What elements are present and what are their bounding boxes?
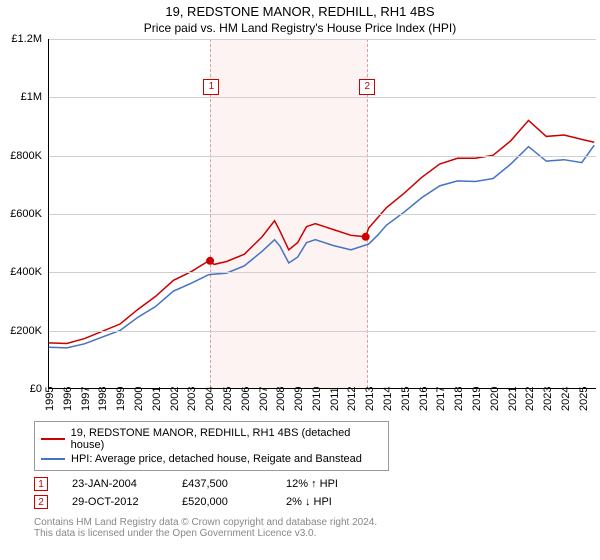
page-title: 19, REDSTONE MANOR, REDHILL, RH1 4BS [0, 0, 600, 19]
legend-label: HPI: Average price, detached house, Reig… [71, 453, 362, 465]
x-tick-label: 2006 [240, 387, 252, 411]
annotation-price: £520,000 [182, 496, 262, 508]
x-tick-label: 2011 [329, 387, 341, 411]
x-tick-label: 2001 [151, 387, 163, 411]
numbered-marker: 2 [359, 79, 375, 95]
legend-swatch [41, 458, 65, 460]
y-tick-label: £600K [10, 208, 42, 220]
x-tick-label: 2004 [204, 387, 216, 411]
x-tick-label: 2000 [133, 387, 145, 411]
annotation-marker: 1 [34, 477, 48, 491]
numbered-marker: 1 [203, 79, 219, 95]
gridline [49, 156, 596, 157]
x-tick-label: 2025 [578, 387, 590, 411]
annotation-marker: 2 [34, 495, 48, 509]
y-tick-label: £0 [30, 383, 42, 395]
x-tick-label: 2015 [400, 387, 412, 411]
gridline [49, 272, 596, 273]
x-tick-label: 2023 [542, 387, 554, 411]
x-tick-label: 2002 [169, 387, 181, 411]
y-tick-label: £200K [10, 325, 42, 337]
page-subtitle: Price paid vs. HM Land Registry's House … [0, 19, 600, 39]
x-tick-label: 2007 [258, 387, 270, 411]
x-tick-label: 2005 [222, 387, 234, 411]
x-tick-label: 1999 [115, 387, 127, 411]
chart-card: 19, REDSTONE MANOR, REDHILL, RH1 4BS Pri… [0, 0, 600, 560]
x-axis: 1995199619971998199920002001200220032004… [48, 389, 596, 417]
x-tick-label: 2024 [560, 387, 572, 411]
series-hpi [49, 145, 594, 348]
x-tick-label: 2012 [346, 387, 358, 411]
chart-area: £0£200K£400K£600K£800K£1M£1.2M 12 199519… [0, 39, 600, 417]
annotation-price: £437,500 [182, 478, 262, 490]
annotation-row: 2 29-OCT-2012 £520,000 2% ↓ HPI [34, 493, 600, 511]
x-tick-label: 2014 [382, 387, 394, 411]
x-tick-label: 2009 [293, 387, 305, 411]
x-tick-label: 2018 [453, 387, 465, 411]
y-axis: £0£200K£400K£600K£800K£1M£1.2M [0, 39, 48, 389]
x-tick-label: 2008 [275, 387, 287, 411]
y-tick-label: £400K [10, 266, 42, 278]
series-property [49, 120, 594, 343]
x-tick-label: 2019 [471, 387, 483, 411]
legend-label: 19, REDSTONE MANOR, REDHILL, RH1 4BS (de… [71, 427, 382, 451]
footer-line: This data is licensed under the Open Gov… [34, 528, 600, 539]
footer-line: Contains HM Land Registry data © Crown c… [34, 517, 600, 528]
x-tick-label: 2017 [435, 387, 447, 411]
x-tick-label: 2021 [507, 387, 519, 411]
annotation-date: 29-OCT-2012 [72, 496, 158, 508]
x-tick-label: 2013 [364, 387, 376, 411]
x-tick-label: 1996 [62, 387, 74, 411]
annotation-table: 1 23-JAN-2004 £437,500 12% ↑ HPI 2 29-OCT-201… [34, 475, 600, 511]
x-tick-label: 2022 [524, 387, 536, 411]
footer: Contains HM Land Registry data © Crown c… [34, 517, 600, 539]
annotation-row: 1 23-JAN-2004 £437,500 12% ↑ HPI [34, 475, 600, 493]
gridline [49, 214, 596, 215]
legend-item: HPI: Average price, detached house, Reig… [41, 452, 382, 466]
legend: 19, REDSTONE MANOR, REDHILL, RH1 4BS (de… [34, 421, 389, 471]
x-tick-label: 2003 [186, 387, 198, 411]
gridline [49, 97, 596, 98]
annotation-delta: 2% ↓ HPI [286, 496, 332, 508]
y-tick-label: £1M [21, 91, 42, 103]
sale-marker [206, 257, 214, 265]
annotation-date: 23-JAN-2004 [72, 478, 158, 490]
x-tick-label: 2016 [418, 387, 430, 411]
y-tick-label: £800K [10, 150, 42, 162]
x-tick-label: 2020 [489, 387, 501, 411]
legend-swatch [41, 438, 65, 440]
x-tick-label: 1995 [44, 387, 56, 411]
legend-item: 19, REDSTONE MANOR, REDHILL, RH1 4BS (de… [41, 426, 382, 452]
gridline [49, 331, 596, 332]
x-tick-label: 1998 [97, 387, 109, 411]
sale-marker [362, 233, 370, 241]
gridline [49, 39, 596, 40]
y-tick-label: £1.2M [11, 33, 42, 45]
plot-area: 12 [48, 39, 596, 389]
annotation-delta: 12% ↑ HPI [286, 478, 338, 490]
x-tick-label: 2010 [311, 387, 323, 411]
x-tick-label: 1997 [80, 387, 92, 411]
